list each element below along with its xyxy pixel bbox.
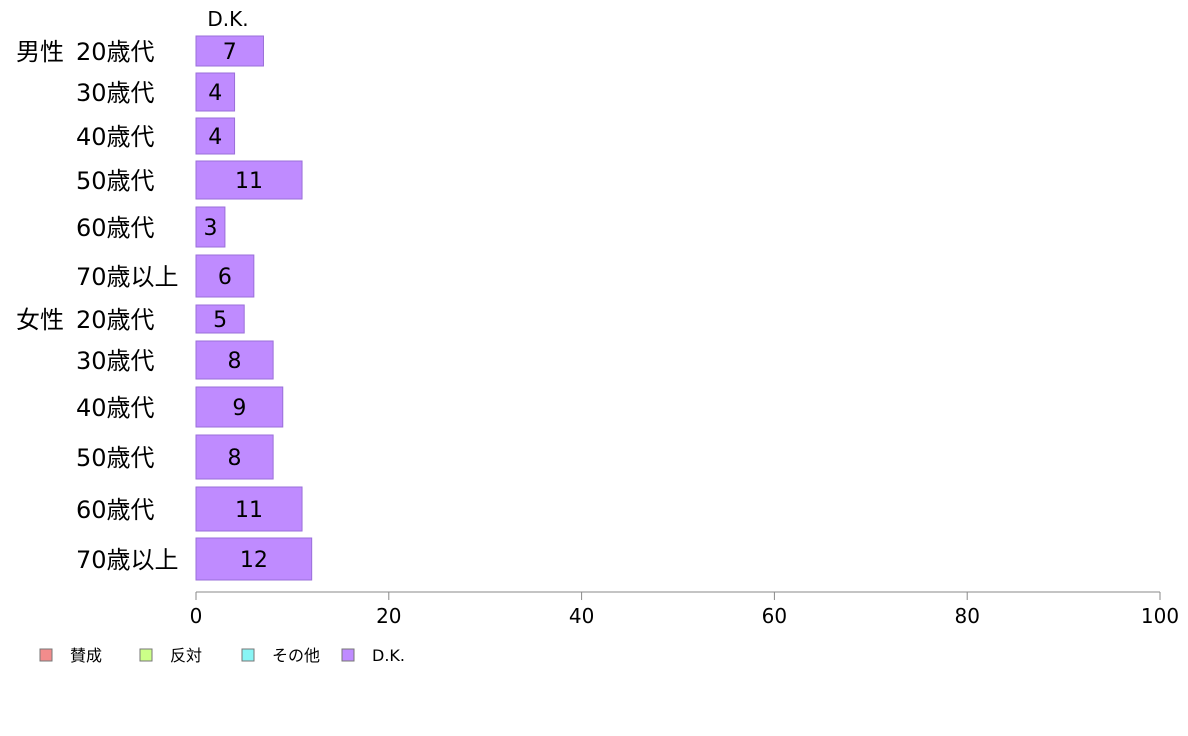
bar	[195, 254, 255, 298]
category-label: 50歳代	[76, 444, 155, 472]
category-label: 70歳以上	[76, 263, 179, 291]
category-labels: 20歳代 30歳代 40歳代 50歳代 60歳代 70歳以上 20歳代 30歳代 40歳代 50歳…	[76, 38, 179, 574]
legend-label: 反対	[170, 646, 202, 665]
category-label: 40歳代	[76, 123, 155, 151]
category-label: 30歳代	[76, 347, 155, 375]
bar	[195, 72, 236, 112]
category-label: 60歳代	[76, 214, 155, 242]
x-tick-label: 20	[376, 604, 401, 628]
legend-swatch	[341, 648, 355, 662]
bar	[195, 206, 226, 248]
value-label: 5	[213, 308, 227, 333]
bar	[195, 486, 303, 532]
legend-label: その他	[272, 646, 320, 665]
category-label: 60歳代	[76, 496, 155, 524]
category-label: 20歳代	[76, 38, 155, 66]
value-label: 12	[240, 548, 268, 573]
bar	[195, 434, 274, 480]
value-label: 4	[208, 81, 222, 106]
x-tick-label: 60	[762, 604, 787, 628]
bar	[195, 117, 236, 155]
legend-swatch	[139, 648, 153, 662]
value-label: 11	[235, 498, 263, 523]
legend-swatch	[241, 648, 255, 662]
legend-swatch	[39, 648, 53, 662]
group-label: 男性	[16, 38, 64, 66]
bar	[195, 386, 284, 428]
value-label: 7	[223, 40, 237, 65]
x-tick-label: 40	[569, 604, 594, 628]
bar	[195, 35, 264, 67]
value-label: 3	[203, 216, 217, 241]
value-label: 4	[208, 125, 222, 150]
bar	[195, 537, 313, 581]
legend-label: D.K.	[372, 646, 405, 665]
value-label: 8	[228, 349, 242, 374]
bar	[195, 340, 274, 380]
category-label: 20歳代	[76, 306, 155, 334]
value-label: 8	[228, 446, 242, 471]
bar	[195, 160, 303, 200]
value-label: 9	[232, 396, 246, 421]
series-title: D.K.	[207, 7, 248, 31]
group-label: 女性	[16, 306, 64, 334]
x-tick-label: 100	[1141, 604, 1179, 628]
x-tick-label: 0	[190, 604, 203, 628]
x-axis: 0 20 40 60 80 100	[190, 591, 1179, 628]
category-label: 50歳代	[76, 167, 155, 195]
category-label: 40歳代	[76, 394, 155, 422]
category-label: 30歳代	[76, 79, 155, 107]
legend-label: 賛成	[70, 646, 102, 665]
legend: 賛成 反対 その他 D.K.	[39, 646, 405, 665]
value-label: 6	[218, 265, 232, 290]
value-label: 11	[235, 169, 263, 194]
category-label: 70歳以上	[76, 546, 179, 574]
x-tick-label: 80	[954, 604, 979, 628]
bar	[195, 304, 245, 334]
